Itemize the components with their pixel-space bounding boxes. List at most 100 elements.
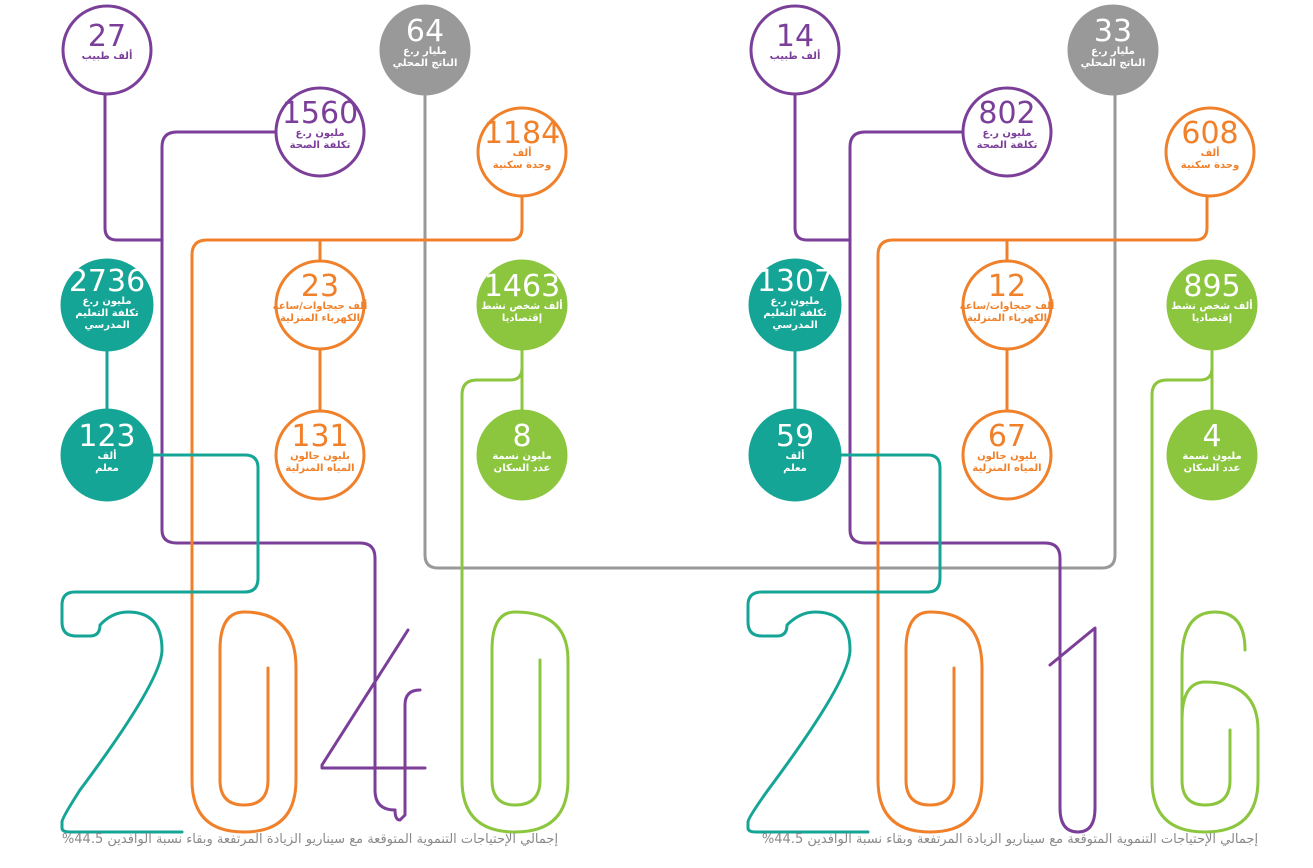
doctors-connector-line-2016 bbox=[793, 93, 852, 242]
water-circle bbox=[961, 409, 1053, 501]
population-connector-line bbox=[460, 358, 570, 834]
doctors-circle bbox=[749, 4, 841, 96]
gdp-value: 64 bbox=[406, 14, 444, 49]
teachers-label-line: معلم bbox=[95, 463, 119, 474]
housing-label-line: وحدة سكنية bbox=[1181, 160, 1239, 171]
education-label-line: المدرسي bbox=[84, 320, 129, 331]
doctors-value: 27 bbox=[88, 19, 126, 54]
gdp-label-line: مليار ر.ع bbox=[403, 46, 447, 57]
education-label-line: المدرسي bbox=[772, 320, 817, 331]
doctors-label-line: ألف طبيب bbox=[770, 49, 821, 62]
education-value: 2736 bbox=[69, 264, 145, 299]
doctors-circle bbox=[61, 4, 153, 96]
gdp-label-line: الناتج المحلي bbox=[1081, 58, 1146, 69]
electricity-label-line: ألف جيجاوات/ساعة bbox=[960, 299, 1055, 312]
caption-2016: إجمالي الإحتياجات التنموية المتوقعة مع س… bbox=[762, 832, 1258, 847]
population-value: 8 bbox=[512, 419, 531, 454]
health-circle bbox=[961, 86, 1053, 178]
gdp-label-line: الناتج المحلي bbox=[393, 58, 458, 69]
population-value: 4 bbox=[1202, 419, 1221, 454]
doctors-value: 14 bbox=[776, 19, 814, 54]
electricity-circle bbox=[961, 259, 1053, 351]
housing-label-line: ألف bbox=[1200, 146, 1219, 159]
caption-2040: إجمالي الإحتياجات التنموية المتوقعة مع س… bbox=[62, 832, 558, 847]
population-label-line: عدد السكان bbox=[1184, 463, 1241, 474]
workforce-label-line: إقتصاديا bbox=[502, 313, 542, 324]
water-value: 67 bbox=[988, 419, 1026, 454]
panel-2016 bbox=[746, 93, 1260, 834]
population-circle bbox=[476, 409, 568, 501]
education-circle bbox=[60, 258, 154, 352]
teachers-circle bbox=[748, 408, 842, 502]
population-label-line: مليون نسمة bbox=[492, 451, 551, 462]
workforce-label-line: إقتصاديا bbox=[1192, 313, 1232, 324]
electricity-label-line: ألف جيجاوات/ساعة bbox=[273, 299, 368, 312]
gdp-circle bbox=[379, 4, 471, 96]
teachers-connector-line bbox=[60, 453, 260, 834]
electricity-value: 23 bbox=[301, 269, 339, 304]
water-label-line: بليون جالون bbox=[290, 451, 350, 462]
housing-circle bbox=[476, 106, 568, 198]
housing-value: 1184 bbox=[484, 116, 560, 151]
workforce-label-line: ألف شخص نشط bbox=[481, 299, 562, 312]
electricity-label-line: الكهرباء المنزلية bbox=[967, 313, 1047, 324]
health-value: 1560 bbox=[282, 96, 358, 131]
teachers-value: 123 bbox=[78, 419, 135, 454]
electricity-label-line: الكهرباء المنزلية bbox=[280, 313, 360, 324]
workforce-circle bbox=[1166, 259, 1258, 351]
housing-connector-line bbox=[190, 193, 524, 834]
doctors-label-line: ألف طبيب bbox=[82, 49, 133, 62]
education-label-line: مليون ر.ع bbox=[82, 296, 131, 307]
housing-value: 608 bbox=[1181, 116, 1238, 151]
workforce-circle bbox=[476, 259, 568, 351]
education-value: 1307 bbox=[757, 264, 833, 299]
gdp-label-line: مليار ر.ع bbox=[1091, 46, 1135, 57]
teachers-label-line: معلم bbox=[783, 463, 807, 474]
health-label-line: مليون ر.ع bbox=[982, 128, 1031, 139]
captions-layer: إجمالي الإحتياجات التنموية المتوقعة مع س… bbox=[62, 832, 1258, 847]
teachers-connector-line-2016 bbox=[746, 453, 942, 834]
housing-label-line: ألف bbox=[512, 146, 531, 159]
electricity-circle bbox=[274, 259, 366, 351]
education-label-line: تكلفة التعليم bbox=[763, 308, 827, 319]
workforce-value: 1463 bbox=[484, 269, 560, 304]
water-circle bbox=[274, 409, 366, 501]
water-label-line: بليون جالون bbox=[977, 451, 1037, 462]
health-connector-line-2016 bbox=[848, 130, 1097, 834]
teachers-label-line: ألف bbox=[785, 449, 804, 462]
teachers-circle bbox=[60, 408, 154, 502]
education-label-line: مليون ر.ع bbox=[770, 296, 819, 307]
health-label-line: مليون ر.ع bbox=[295, 128, 344, 139]
housing-circle bbox=[1164, 106, 1256, 198]
health-label-line: تكلفة الصحة bbox=[977, 140, 1038, 151]
gdp-circle bbox=[1067, 4, 1159, 96]
health-circle bbox=[274, 86, 366, 178]
workforce-label-line: ألف شخص نشط bbox=[1171, 299, 1252, 312]
teachers-value: 59 bbox=[776, 419, 814, 454]
water-label-line: المياه المنزلية bbox=[972, 463, 1041, 474]
health-value: 802 bbox=[978, 96, 1035, 131]
health-label-line: تكلفة الصحة bbox=[290, 140, 351, 151]
gdp-value: 33 bbox=[1094, 14, 1132, 49]
education-label-line: تكلفة التعليم bbox=[75, 308, 139, 319]
housing-label-line: وحدة سكنية bbox=[493, 160, 551, 171]
population-label-line: مليون نسمة bbox=[1182, 451, 1241, 462]
electricity-value: 12 bbox=[988, 269, 1026, 304]
